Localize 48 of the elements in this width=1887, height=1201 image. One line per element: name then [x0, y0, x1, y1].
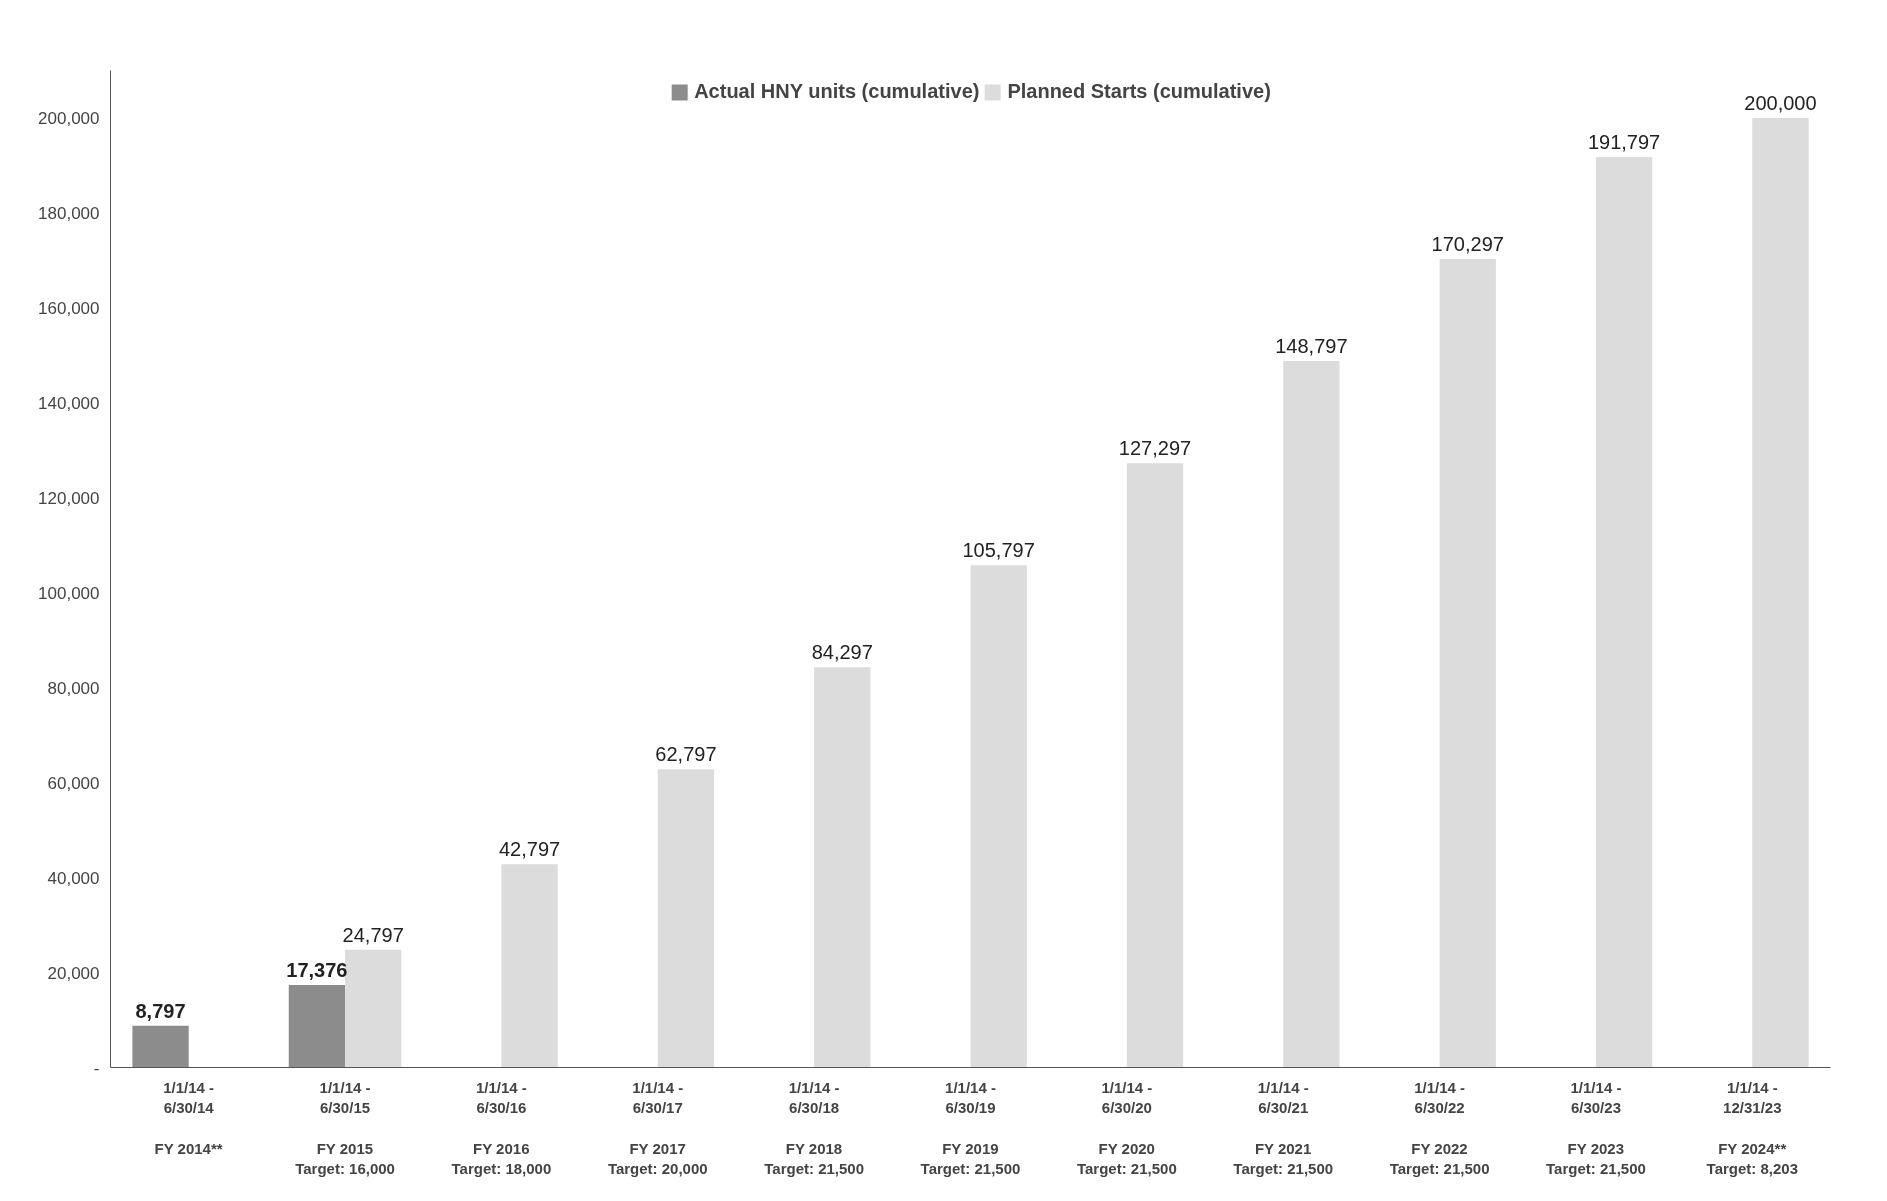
- y-tick-label: 120,000: [38, 488, 100, 508]
- bar: [1595, 156, 1653, 1068]
- bar: [1283, 361, 1340, 1068]
- data-label: 24,797: [342, 923, 404, 946]
- category-label: 1/1/14 - 6/30/21 FY 2021 Target: 21,500: [1233, 1078, 1334, 1178]
- category-label: 1/1/14 - 6/30/17 FY 2017 Target: 20,000: [607, 1078, 708, 1178]
- y-tick-label: 140,000: [38, 393, 100, 413]
- data-label: 170,297: [1431, 232, 1504, 255]
- y-tick-label: -: [93, 1058, 100, 1078]
- bar: [970, 565, 1027, 1068]
- data-label: 200,000: [1744, 91, 1817, 114]
- data-label: 17,376: [286, 959, 348, 982]
- data-label: 148,797: [1275, 335, 1348, 358]
- category-label: 1/1/14 - 6/30/18 FY 2018 Target: 21,500: [764, 1078, 865, 1178]
- data-label: 8,797: [135, 999, 186, 1022]
- bar: [814, 667, 871, 1068]
- category-label: 1/1/14 - 6/30/20 FY 2020 Target: 21,500: [1076, 1078, 1177, 1178]
- legend-label: Planned Starts (cumulative): [1007, 80, 1271, 103]
- bar: [1752, 117, 1809, 1068]
- y-tick-label: 40,000: [47, 868, 100, 888]
- category-label: 1/1/14 - 6/30/14 FY 2014**: [154, 1078, 223, 1157]
- bar: [132, 1025, 189, 1068]
- category-label: 1/1/14 - 6/30/16 FY 2016 Target: 18,000: [451, 1078, 552, 1178]
- category-label: 1/1/14 - 6/30/22 FY 2022 Target: 21,500: [1389, 1078, 1490, 1178]
- bar: [1439, 258, 1496, 1068]
- y-tick-label: 60,000: [47, 773, 100, 793]
- bar: [1126, 463, 1184, 1068]
- y-tick-label: 80,000: [47, 678, 100, 698]
- legend-label: Actual HNY units (cumulative): [694, 80, 980, 103]
- bar: [345, 949, 402, 1068]
- data-label: 42,797: [498, 838, 561, 861]
- y-tick-label: 20,000: [47, 963, 100, 983]
- y-tick-label: 180,000: [38, 203, 100, 223]
- category-label: 1/1/14 - 6/30/23 FY 2023 Target: 21,500: [1546, 1078, 1646, 1178]
- bar: [501, 864, 558, 1068]
- data-label: 62,797: [655, 743, 717, 766]
- category-label: 1/1/14 - 12/31/23 FY 2024** Target: 8,203: [1706, 1078, 1799, 1178]
- bar: [288, 985, 346, 1068]
- data-label: 84,297: [811, 641, 873, 664]
- data-label: 105,797: [962, 539, 1035, 562]
- data-label: 127,297: [1118, 437, 1192, 460]
- category-label: 1/1/14 - 6/30/19 FY 2019 Target: 21,500: [920, 1078, 1021, 1178]
- y-tick-label: 200,000: [38, 108, 100, 128]
- y-tick-label: 100,000: [38, 583, 100, 603]
- y-tick-label: 160,000: [38, 298, 100, 318]
- bar: [657, 769, 715, 1068]
- category-label: 1/1/14 - 6/30/15 FY 2015 Target: 16,000: [295, 1078, 395, 1178]
- data-label: 191,797: [1587, 130, 1661, 153]
